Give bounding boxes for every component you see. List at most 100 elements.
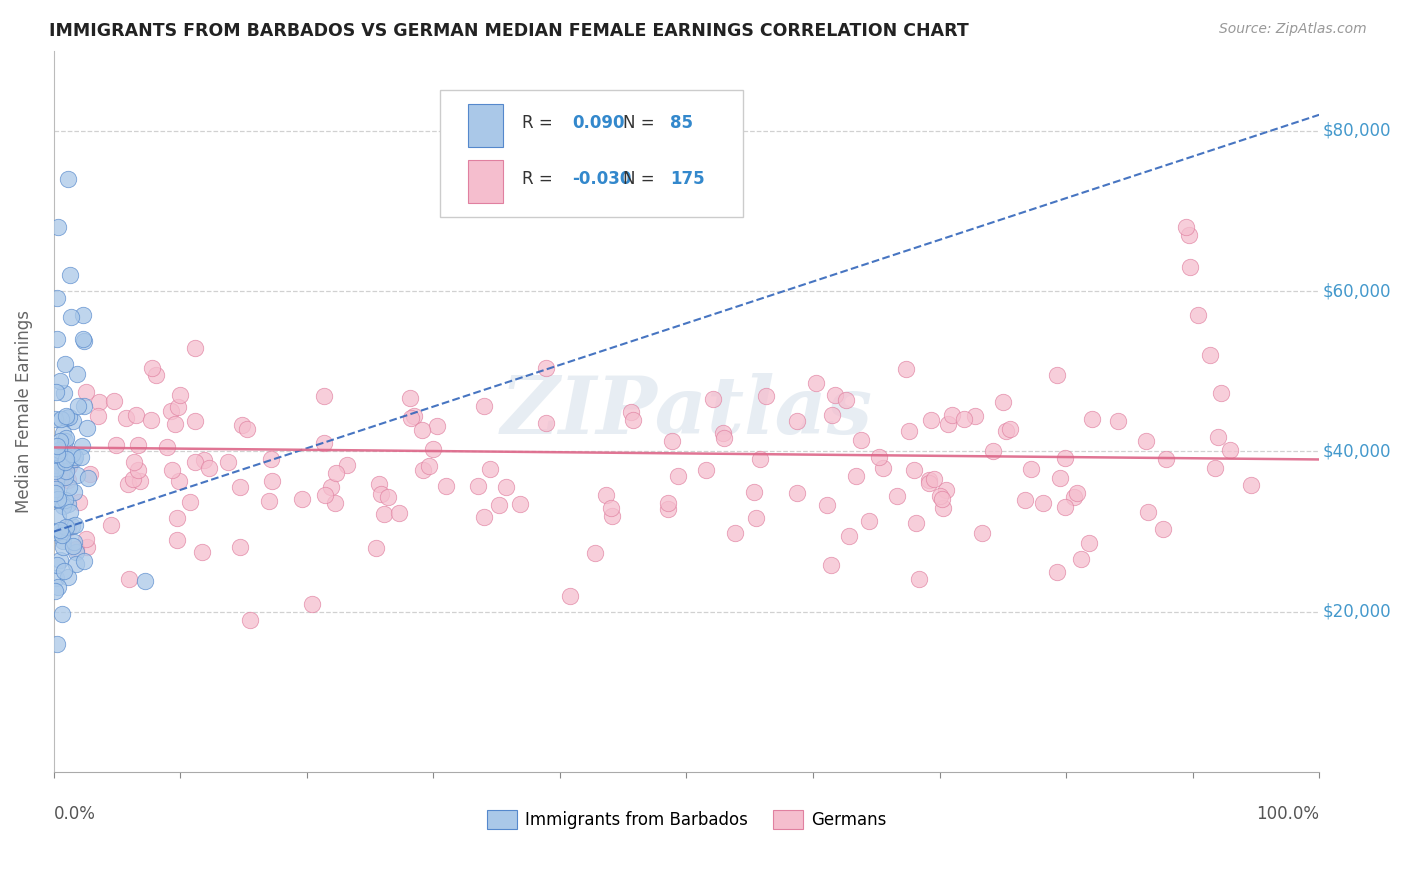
Point [167,475,190,489]
Point [806,376,828,390]
Point [198,460,221,475]
Point [1175,220,1198,235]
Point [1204,461,1226,475]
Point [377,490,399,504]
Text: R =: R = [522,170,558,188]
Text: 0.090: 0.090 [572,114,626,132]
Point [65,468,87,483]
Point [323,496,346,510]
Point [744,484,766,499]
Point [1198,348,1220,362]
Point [67,494,90,508]
FancyBboxPatch shape [468,160,503,202]
Point [1187,308,1209,322]
Point [134,574,156,588]
Point [918,476,941,491]
Point [56,172,79,186]
Point [858,514,880,528]
Point [695,463,717,477]
Point [920,413,942,427]
Point [145,368,167,382]
Point [46,220,69,235]
Point [228,540,250,554]
Point [991,395,1014,409]
Text: 100.0%: 100.0% [1256,805,1319,822]
Point [929,489,952,503]
Point [411,423,433,437]
Point [184,414,207,428]
Point [65,545,87,559]
Point [1053,450,1076,465]
Point [257,493,280,508]
Point [184,455,207,469]
Point [127,438,149,452]
Point [190,545,212,559]
Point [49,523,72,537]
Point [127,462,149,476]
Point [931,492,953,507]
Point [115,411,138,425]
Point [103,393,125,408]
Point [851,433,873,447]
Point [49,471,72,485]
Point [1046,368,1069,383]
Point [51,526,73,541]
Point [872,461,894,475]
Point [53,434,76,449]
Point [994,424,1017,438]
Point [918,473,941,487]
Point [122,455,145,469]
Point [922,472,945,486]
Point [53,455,76,469]
Text: R =: R = [522,114,558,132]
Point [932,501,955,516]
Point [87,395,110,409]
Point [1154,452,1177,467]
Point [595,488,617,502]
Text: 175: 175 [671,170,704,188]
Point [55,409,77,424]
Point [467,479,489,493]
Point [661,434,683,449]
Point [666,468,689,483]
Point [894,362,917,376]
Point [898,424,921,438]
Point [79,467,101,481]
Point [314,488,336,502]
Point [62,485,84,500]
Point [1070,552,1092,566]
Point [48,580,70,594]
Point [75,532,97,546]
Text: IMMIGRANTS FROM BARBADOS VS GERMAN MEDIAN FEMALE EARNINGS CORRELATION CHART: IMMIGRANTS FROM BARBADOS VS GERMAN MEDIA… [49,22,969,40]
Text: Source: ZipAtlas.com: Source: ZipAtlas.com [1219,22,1367,37]
Point [72,439,94,453]
Point [159,404,181,418]
Point [46,491,69,506]
Point [51,411,73,425]
Point [75,384,97,399]
Point [217,455,239,469]
Point [55,520,77,534]
Point [815,498,838,512]
Point [44,412,66,426]
Point [534,417,557,431]
Point [58,450,80,464]
Point [1178,260,1201,274]
Point [45,637,67,651]
Point [886,489,908,503]
Point [44,486,66,500]
Point [65,517,87,532]
Point [73,399,96,413]
Point [321,480,343,494]
Point [952,411,974,425]
Point [314,388,336,402]
Point [228,480,250,494]
Point [824,388,846,402]
Point [72,332,94,346]
Point [509,496,531,510]
Point [49,374,72,388]
Point [1063,490,1085,504]
Point [169,388,191,402]
Point [1209,385,1232,400]
Point [44,464,66,478]
